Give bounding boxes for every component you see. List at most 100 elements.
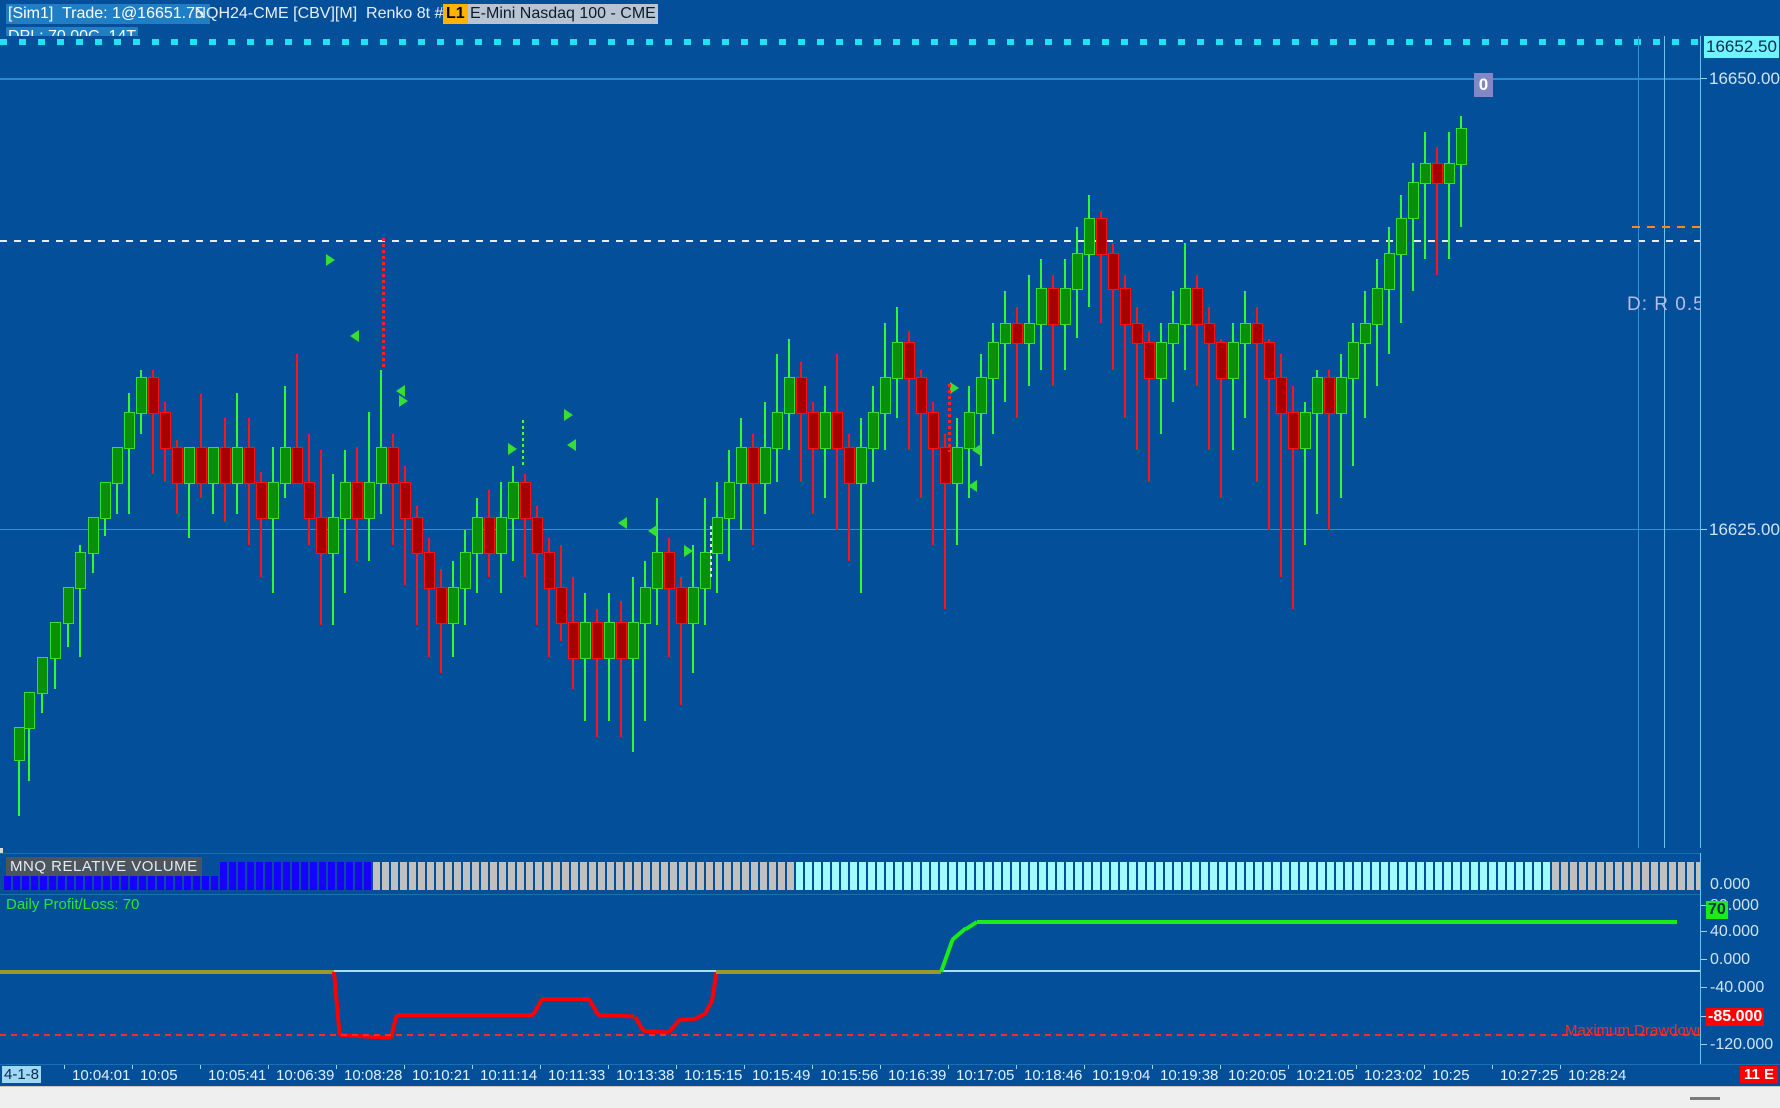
time-axis-tick xyxy=(336,1065,337,1069)
candle-wick xyxy=(428,537,430,657)
candle-body xyxy=(820,411,831,449)
volume-bar xyxy=(346,862,353,890)
candle-body xyxy=(460,551,471,589)
candle-body xyxy=(1060,287,1071,325)
candle-body xyxy=(1432,163,1443,185)
title-instrument-name: E-Mini Nasdaq 100 - CME xyxy=(468,4,658,24)
volume-bar xyxy=(1219,862,1226,890)
candle-wick xyxy=(1196,274,1198,387)
volume-bar xyxy=(607,862,614,890)
candle-wick xyxy=(1352,322,1354,466)
time-axis-label: 10:15:56 xyxy=(820,1067,879,1084)
candle-body xyxy=(1192,287,1203,325)
time-axis-tick xyxy=(744,1065,745,1069)
volume-bar xyxy=(202,876,209,890)
volume-bar xyxy=(1021,862,1028,890)
target-price-dashed-line xyxy=(1632,226,1704,228)
candle-body xyxy=(928,411,939,449)
volume-bar xyxy=(1381,862,1388,890)
candle-body xyxy=(112,446,123,484)
candle-body xyxy=(652,551,663,589)
dpl-curve-segment xyxy=(396,1013,533,1018)
dpl-tick-label: 40.000 xyxy=(1710,923,1759,940)
buy-signal-arrow xyxy=(564,409,573,421)
volume-bar xyxy=(949,862,956,890)
volume-bar xyxy=(1174,862,1181,890)
candle-body xyxy=(63,586,74,624)
time-axis-tick xyxy=(1560,1065,1561,1069)
title-level-badge[interactable]: L1 xyxy=(443,4,468,24)
buy-signal-arrow xyxy=(684,545,693,557)
candle-wick xyxy=(932,402,934,546)
daily-profit-loss-pane[interactable]: Daily Profit/Loss: 70 Maximum Drawdown xyxy=(0,894,1705,1065)
secondary-vline xyxy=(1638,36,1639,848)
candle-body xyxy=(424,551,435,589)
price-scale-axis[interactable]: 16652.50 16650.00 16625.00 xyxy=(1700,36,1780,848)
time-axis-label: 10:13:38 xyxy=(616,1067,675,1084)
candle-body xyxy=(964,411,975,449)
candle-wick xyxy=(92,539,94,573)
sell-signal-arrow xyxy=(396,385,405,397)
time-axis-label: 10:11:14 xyxy=(480,1067,538,1084)
volume-bar xyxy=(976,862,983,890)
volume-bar xyxy=(1444,862,1451,890)
candle-body xyxy=(37,656,48,694)
volume-bar xyxy=(517,862,524,890)
price-tick xyxy=(1701,78,1707,79)
candle-body xyxy=(1180,287,1191,325)
volume-bar xyxy=(1057,862,1064,890)
candle-wick xyxy=(524,473,526,578)
volume-bar xyxy=(1291,862,1298,890)
candle-body xyxy=(316,516,327,554)
time-axis-label: 10:20:05 xyxy=(1228,1067,1287,1084)
resize-grip[interactable] xyxy=(1690,1097,1720,1100)
volume-bar xyxy=(112,876,119,890)
volume-bar xyxy=(22,876,29,890)
time-axis-bar-count-badge: 11 E xyxy=(1739,1066,1778,1083)
candle-body xyxy=(1132,322,1143,344)
volume-bar xyxy=(1093,862,1100,890)
candle-body xyxy=(1348,341,1359,379)
candle-body xyxy=(160,411,171,449)
volume-bar xyxy=(931,862,938,890)
time-axis[interactable]: 4-1-8 10:04:01 10:05 10:05:41 10:06:39 10:08… xyxy=(0,1064,1780,1087)
volume-bar xyxy=(1426,862,1433,890)
volume-bar xyxy=(616,862,623,890)
relative-volume-pane[interactable]: MNQ RELATIVE VOLUME xyxy=(0,853,1780,894)
candle-wick xyxy=(944,434,946,610)
candle-wick xyxy=(1268,338,1270,530)
candle-body xyxy=(280,446,291,484)
volume-bar xyxy=(814,862,821,890)
volume-bar xyxy=(40,876,47,890)
volume-bar xyxy=(688,862,695,890)
time-axis-label: 10:25 xyxy=(1432,1067,1470,1084)
volume-bar xyxy=(508,862,515,890)
volume-bar xyxy=(589,862,596,890)
dpl-tick-label: 0.000 xyxy=(1710,951,1751,968)
candle-wick xyxy=(1052,274,1054,387)
volume-bar xyxy=(1534,862,1541,890)
max-drawdown-label: Maximum Drawdown xyxy=(1565,1022,1706,1039)
candle-wick xyxy=(344,449,346,594)
position-quantity-marker[interactable]: 0 xyxy=(1474,73,1493,97)
volume-bar xyxy=(265,862,272,890)
candle-body xyxy=(88,516,99,554)
volume-bar xyxy=(1516,862,1523,890)
volume-bar xyxy=(193,876,200,890)
candle-body xyxy=(1336,376,1347,414)
candle-wick xyxy=(1244,290,1246,419)
dpl-tick xyxy=(1701,1044,1707,1045)
volume-bar xyxy=(31,876,38,890)
volume-bar xyxy=(103,876,110,890)
volume-bar xyxy=(634,862,641,890)
price-chart-pane[interactable]: 0 D: R 0.5 xyxy=(0,36,1704,848)
volume-bar xyxy=(1678,862,1685,890)
dpl-scale-axis[interactable]: 0.000 80.000 70 40.000 0.000 -40.000 -85… xyxy=(1700,853,1780,1064)
volume-bar xyxy=(292,862,299,890)
volume-bar xyxy=(859,862,866,890)
volume-bar xyxy=(1372,862,1379,890)
dpl-curve-segment xyxy=(679,1016,698,1022)
volume-bar xyxy=(220,862,227,890)
volume-bar xyxy=(1003,862,1010,890)
candle-body xyxy=(388,446,399,484)
